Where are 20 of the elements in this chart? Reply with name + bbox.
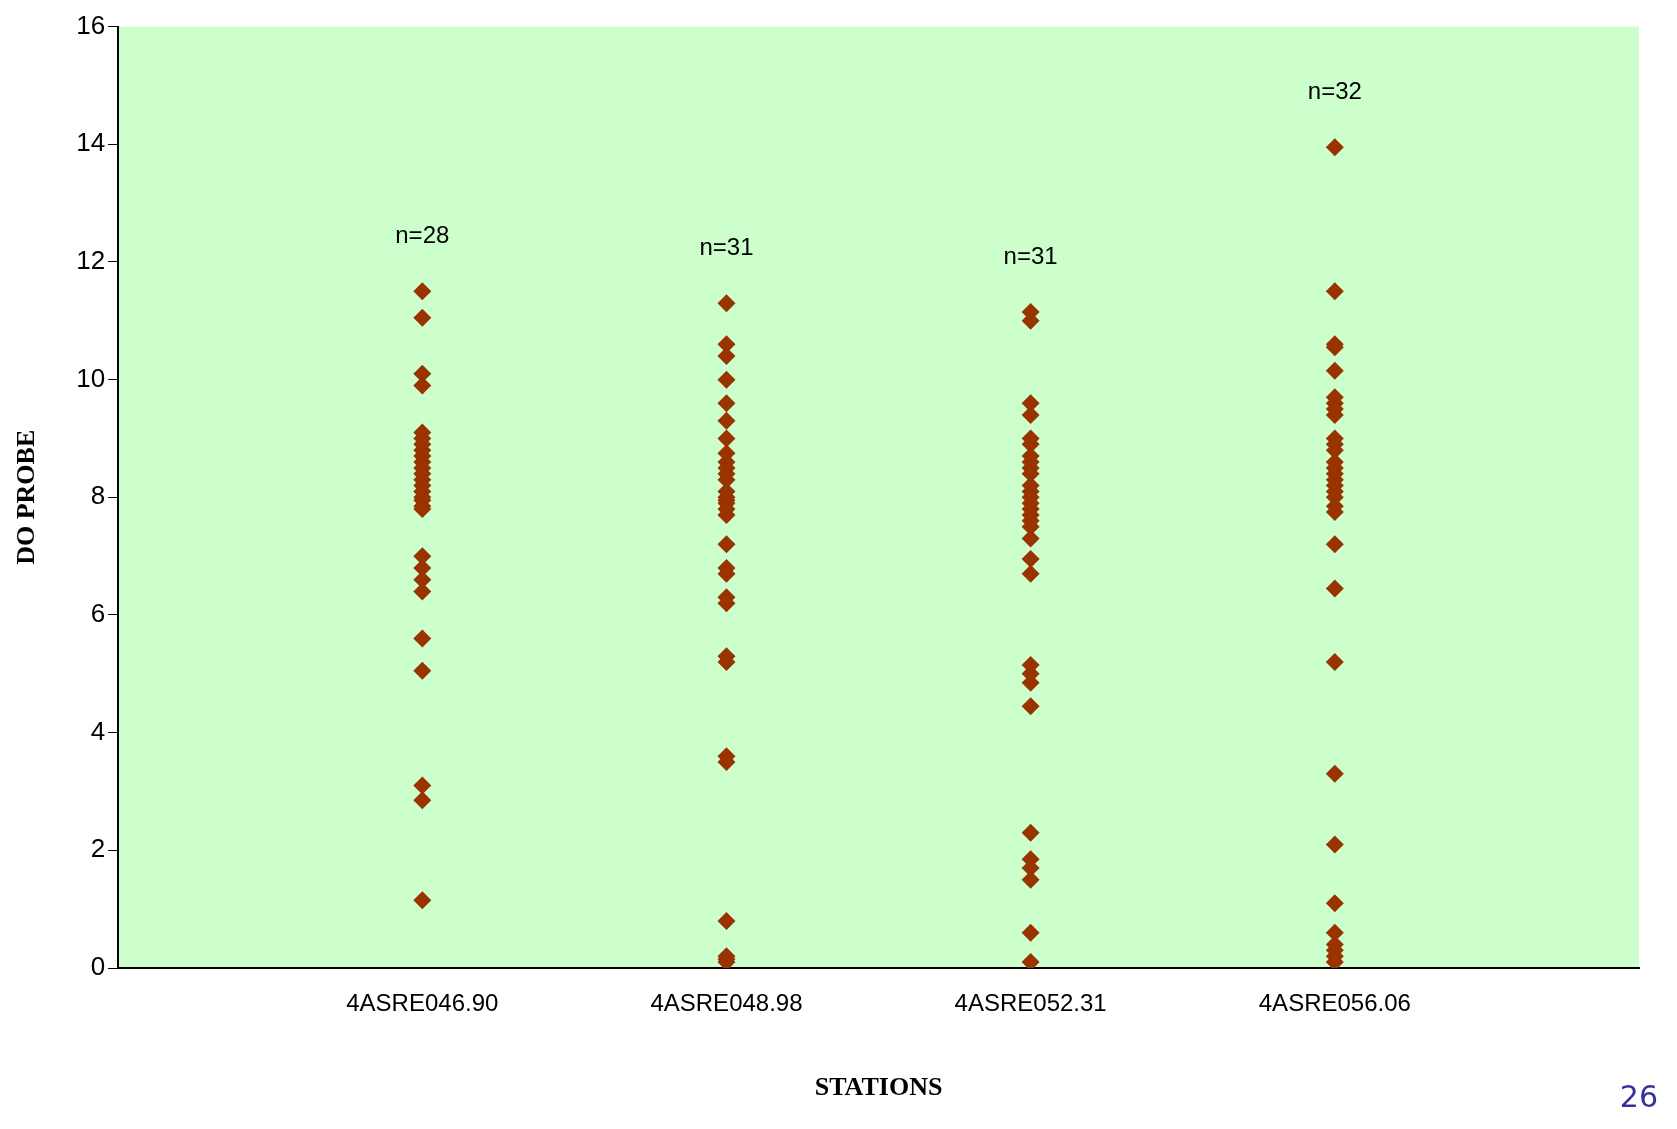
x-tick-label: 4ASRE052.31 bbox=[954, 989, 1107, 1017]
annotation: n=31 bbox=[699, 232, 754, 260]
y-tick-label: 8 bbox=[90, 480, 106, 511]
x-tick-label: 4ASRE056.06 bbox=[1258, 989, 1411, 1017]
annotation: n=31 bbox=[1003, 241, 1058, 269]
annotation: n=28 bbox=[395, 220, 450, 248]
text: 26 bbox=[1619, 1079, 1658, 1114]
y-tick-label: 6 bbox=[90, 598, 106, 629]
y-tick-label: 10 bbox=[76, 362, 106, 393]
x-axis-title: STATIONS bbox=[814, 1072, 943, 1102]
y-axis-title: DO PROBE bbox=[11, 429, 41, 565]
y-tick-label: 0 bbox=[90, 951, 106, 982]
annotation: n=32 bbox=[1307, 76, 1362, 104]
y-tick-label: 4 bbox=[90, 715, 106, 746]
x-tick-label: 4ASRE046.90 bbox=[346, 989, 499, 1017]
x-tick-label: 4ASRE048.98 bbox=[650, 989, 803, 1017]
y-tick-label: 16 bbox=[76, 9, 106, 40]
y-tick-label: 14 bbox=[76, 127, 106, 158]
y-tick-label: 12 bbox=[76, 245, 106, 276]
y-tick-label: 2 bbox=[90, 833, 106, 864]
